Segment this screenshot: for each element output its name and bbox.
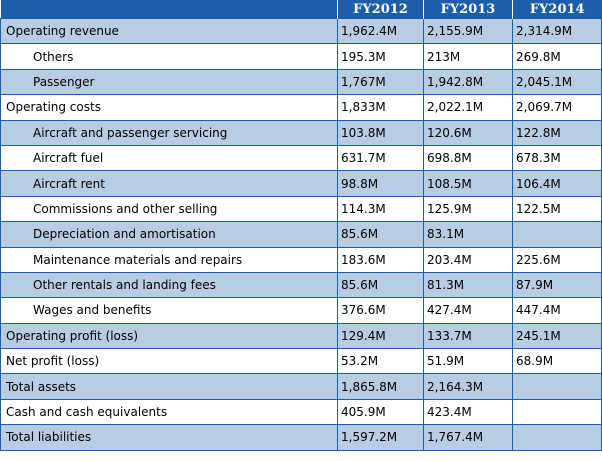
row-label: Total assets bbox=[0, 373, 338, 400]
row-label: Cash and cash equivalents bbox=[0, 398, 338, 426]
value-cell-fy2013: 108.5M bbox=[423, 170, 513, 197]
value-cell-fy2012: 631.7M bbox=[337, 144, 424, 172]
table-row: Wages and benefits 376.6M 427.4M 447.4M bbox=[0, 297, 602, 324]
table-row: Operating costs 1,833M 2,022.1M 2,069.7M bbox=[0, 94, 602, 121]
value-cell-fy2014: 2,314.9M bbox=[512, 17, 602, 45]
row-label: Net profit (loss) bbox=[0, 348, 338, 375]
row-label: Operating revenue bbox=[0, 17, 338, 45]
value-cell-fy2012: 1,962.4M bbox=[337, 17, 424, 45]
value-cell-fy2012: 1,597.2M bbox=[337, 424, 424, 451]
value-cell-fy2014: 87.9M bbox=[512, 271, 602, 299]
value-cell-fy2013: 1,767.4M bbox=[423, 424, 513, 451]
row-label: Aircraft and passenger servicing bbox=[0, 119, 338, 146]
row-label: Others bbox=[0, 43, 338, 70]
value-cell-fy2012: 103.8M bbox=[337, 119, 424, 146]
value-cell-fy2013: 2,164.3M bbox=[423, 373, 513, 400]
table-row: Commissions and other selling 114.3M 125.9… bbox=[0, 195, 602, 223]
table-row: Aircraft rent 98.8M 108.5M 106.4M bbox=[0, 170, 602, 197]
table-row: Operating profit (loss) 129.4M 133.7M 245.1… bbox=[0, 322, 602, 350]
value-cell-fy2012: 1,865.8M bbox=[337, 373, 424, 400]
value-cell-fy2014 bbox=[512, 398, 602, 426]
value-cell-fy2013: 125.9M bbox=[423, 195, 513, 223]
value-cell-fy2012: 85.6M bbox=[337, 221, 424, 248]
row-label: Aircraft rent bbox=[0, 170, 338, 197]
value-cell-fy2014: 447.4M bbox=[512, 297, 602, 324]
header-fy2012: FY2012 bbox=[337, 0, 424, 19]
header-blank-cell bbox=[0, 0, 338, 19]
table-row: Passenger 1,767M 1,942.8M 2,045.1M bbox=[0, 68, 602, 96]
value-cell-fy2014: 225.6M bbox=[512, 246, 602, 273]
value-cell-fy2013: 213M bbox=[423, 43, 513, 70]
value-cell-fy2013: 2,155.9M bbox=[423, 17, 513, 45]
row-label: Total liabilities bbox=[0, 424, 338, 451]
value-cell-fy2013: 83.1M bbox=[423, 221, 513, 248]
table-row: Cash and cash equivalents 405.9M 423.4M bbox=[0, 398, 602, 426]
value-cell-fy2013: 698.8M bbox=[423, 144, 513, 172]
value-cell-fy2012: 1,767M bbox=[337, 68, 424, 96]
header-fy2014: FY2014 bbox=[512, 0, 602, 19]
value-cell-fy2012: 376.6M bbox=[337, 297, 424, 324]
value-cell-fy2013: 203.4M bbox=[423, 246, 513, 273]
value-cell-fy2013: 423.4M bbox=[423, 398, 513, 426]
row-label: Wages and benefits bbox=[0, 297, 338, 324]
table-body: Operating revenue 1,962.4M 2,155.9M 2,314.9… bbox=[0, 17, 602, 451]
value-cell-fy2012: 1,833M bbox=[337, 94, 424, 121]
table-row: Aircraft and passenger servicing 103.8M 12… bbox=[0, 119, 602, 146]
row-label: Operating costs bbox=[0, 94, 338, 121]
table-row: Aircraft fuel 631.7M 698.8M 678.3M bbox=[0, 144, 602, 172]
financial-table: FY2012 FY2013 FY2014 Operating revenue 1,… bbox=[0, 0, 602, 451]
header-fy2013: FY2013 bbox=[423, 0, 513, 19]
table-row: Depreciation and amortisation 85.6M 83.1M bbox=[0, 221, 602, 248]
header-row: FY2012 FY2013 FY2014 bbox=[0, 0, 602, 19]
table-row: Others 195.3M 213M 269.8M bbox=[0, 43, 602, 70]
row-label: Depreciation and amortisation bbox=[0, 221, 338, 248]
value-cell-fy2013: 51.9M bbox=[423, 348, 513, 375]
value-cell-fy2014: 2,069.7M bbox=[512, 94, 602, 121]
row-label: Maintenance materials and repairs bbox=[0, 246, 338, 273]
value-cell-fy2013: 2,022.1M bbox=[423, 94, 513, 121]
row-label: Commissions and other selling bbox=[0, 195, 338, 223]
value-cell-fy2014: 245.1M bbox=[512, 322, 602, 350]
value-cell-fy2012: 114.3M bbox=[337, 195, 424, 223]
value-cell-fy2012: 129.4M bbox=[337, 322, 424, 350]
value-cell-fy2013: 120.6M bbox=[423, 119, 513, 146]
value-cell-fy2014: 68.9M bbox=[512, 348, 602, 375]
value-cell-fy2014: 2,045.1M bbox=[512, 68, 602, 96]
value-cell-fy2012: 195.3M bbox=[337, 43, 424, 70]
value-cell-fy2014: 678.3M bbox=[512, 144, 602, 172]
value-cell-fy2012: 183.6M bbox=[337, 246, 424, 273]
value-cell-fy2012: 85.6M bbox=[337, 271, 424, 299]
table-row: Net profit (loss) 53.2M 51.9M 68.9M bbox=[0, 348, 602, 375]
value-cell-fy2013: 1,942.8M bbox=[423, 68, 513, 96]
value-cell-fy2014: 122.5M bbox=[512, 195, 602, 223]
value-cell-fy2014: 106.4M bbox=[512, 170, 602, 197]
table-row: Total assets 1,865.8M 2,164.3M bbox=[0, 373, 602, 400]
value-cell-fy2013: 81.3M bbox=[423, 271, 513, 299]
row-label: Other rentals and landing fees bbox=[0, 271, 338, 299]
row-label: Passenger bbox=[0, 68, 338, 96]
row-label: Aircraft fuel bbox=[0, 144, 338, 172]
value-cell-fy2014 bbox=[512, 373, 602, 400]
table-row: Total liabilities 1,597.2M 1,767.4M bbox=[0, 424, 602, 451]
value-cell-fy2012: 53.2M bbox=[337, 348, 424, 375]
table-row: Maintenance materials and repairs 183.6M 2… bbox=[0, 246, 602, 273]
value-cell-fy2012: 98.8M bbox=[337, 170, 424, 197]
value-cell-fy2013: 427.4M bbox=[423, 297, 513, 324]
row-label: Operating profit (loss) bbox=[0, 322, 338, 350]
table-row: Other rentals and landing fees 85.6M 81.3M… bbox=[0, 271, 602, 299]
value-cell-fy2014: 269.8M bbox=[512, 43, 602, 70]
value-cell-fy2013: 133.7M bbox=[423, 322, 513, 350]
value-cell-fy2014: 122.8M bbox=[512, 119, 602, 146]
value-cell-fy2014 bbox=[512, 221, 602, 248]
table-row: Operating revenue 1,962.4M 2,155.9M 2,314.9… bbox=[0, 17, 602, 45]
value-cell-fy2012: 405.9M bbox=[337, 398, 424, 426]
value-cell-fy2014 bbox=[512, 424, 602, 451]
